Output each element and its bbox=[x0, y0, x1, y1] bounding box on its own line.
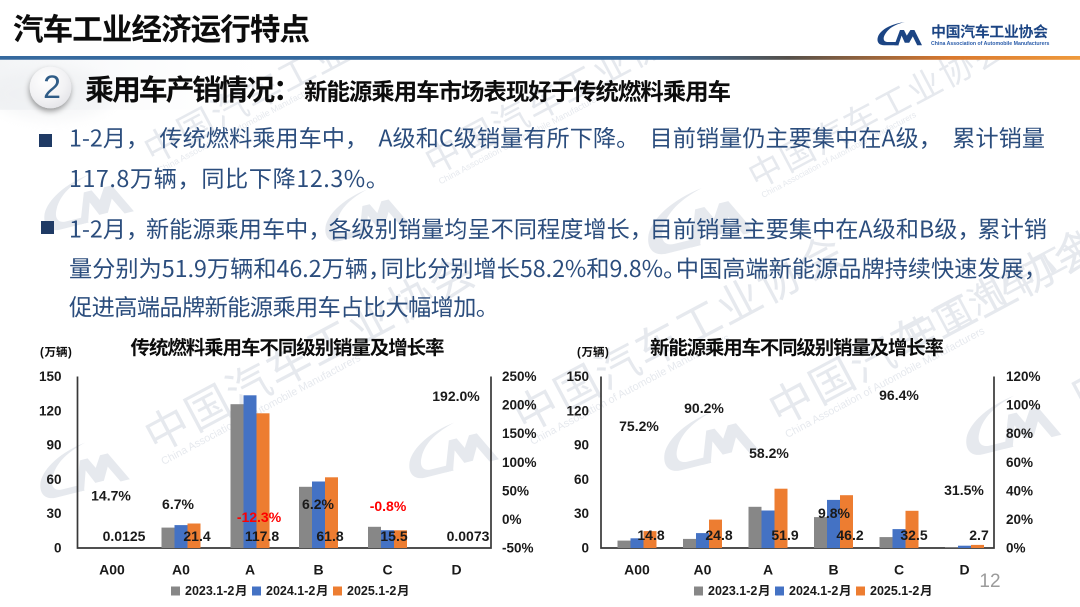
svg-text:40%: 40% bbox=[1006, 483, 1033, 498]
svg-text:-12.3%: -12.3% bbox=[237, 509, 282, 525]
svg-text:A00: A00 bbox=[624, 562, 650, 578]
svg-text:B: B bbox=[313, 562, 323, 578]
svg-text:A: A bbox=[245, 562, 255, 578]
svg-text:0.0125: 0.0125 bbox=[103, 528, 146, 544]
svg-text:80%: 80% bbox=[1006, 426, 1033, 441]
svg-text:0%: 0% bbox=[1006, 541, 1026, 556]
svg-text:117.8: 117.8 bbox=[245, 528, 279, 544]
svg-text:90: 90 bbox=[574, 438, 589, 453]
svg-text:90.2%: 90.2% bbox=[684, 400, 724, 416]
svg-text:China Association of Automobil: China Association of Automobile Manufact… bbox=[931, 41, 1049, 47]
svg-text:A0: A0 bbox=[694, 562, 712, 578]
svg-text:0.0073: 0.0073 bbox=[447, 528, 490, 544]
svg-text:120: 120 bbox=[566, 403, 589, 418]
svg-text:9.8%: 9.8% bbox=[818, 505, 850, 521]
svg-text:14.7%: 14.7% bbox=[91, 488, 131, 504]
svg-text:51.9: 51.9 bbox=[771, 527, 798, 543]
svg-text:50%: 50% bbox=[502, 483, 529, 498]
svg-text:120: 120 bbox=[39, 403, 62, 418]
svg-text:6.7%: 6.7% bbox=[162, 496, 194, 512]
svg-text:21.4: 21.4 bbox=[183, 528, 210, 544]
svg-text:0: 0 bbox=[581, 541, 589, 556]
svg-text:(: ( bbox=[40, 347, 44, 359]
svg-text:D: D bbox=[451, 562, 461, 578]
svg-text:(: ( bbox=[577, 347, 581, 359]
svg-text:61.8: 61.8 bbox=[316, 528, 343, 544]
svg-text:A0: A0 bbox=[172, 562, 190, 578]
svg-text:60: 60 bbox=[46, 472, 61, 487]
svg-text:0: 0 bbox=[54, 541, 62, 556]
svg-text:C: C bbox=[894, 562, 904, 578]
svg-text:6.2%: 6.2% bbox=[302, 496, 334, 512]
svg-text:120%: 120% bbox=[1006, 369, 1041, 384]
svg-text:100%: 100% bbox=[1006, 398, 1041, 413]
svg-text:D: D bbox=[959, 562, 969, 578]
svg-text:-0.8%: -0.8% bbox=[370, 498, 407, 514]
svg-text:12: 12 bbox=[979, 571, 1000, 592]
svg-text:250%: 250% bbox=[502, 369, 537, 384]
svg-text:192.0%: 192.0% bbox=[432, 388, 480, 404]
svg-text:75.2%: 75.2% bbox=[619, 418, 659, 434]
svg-text:15.5: 15.5 bbox=[380, 528, 407, 544]
svg-text:30: 30 bbox=[46, 506, 61, 521]
svg-text:B: B bbox=[828, 562, 838, 578]
svg-text:30: 30 bbox=[574, 506, 589, 521]
svg-text:90: 90 bbox=[46, 438, 61, 453]
svg-text:0%: 0% bbox=[502, 512, 522, 527]
svg-text:100%: 100% bbox=[502, 455, 537, 470]
svg-text:200%: 200% bbox=[502, 398, 537, 413]
svg-text:150: 150 bbox=[566, 369, 589, 384]
svg-text:2025.1-2: 2025.1-2 bbox=[870, 584, 919, 598]
svg-text:2023.1-2: 2023.1-2 bbox=[185, 584, 234, 598]
svg-text:): ) bbox=[68, 347, 72, 359]
svg-text:2024.1-2: 2024.1-2 bbox=[266, 584, 315, 598]
svg-text:A00: A00 bbox=[99, 562, 125, 578]
svg-text:32.5: 32.5 bbox=[900, 527, 927, 543]
svg-text:-50%: -50% bbox=[502, 541, 534, 556]
svg-text:C: C bbox=[382, 562, 392, 578]
svg-text:14.8: 14.8 bbox=[637, 527, 664, 543]
svg-text:96.4%: 96.4% bbox=[879, 387, 919, 403]
svg-text:2023.1-2: 2023.1-2 bbox=[708, 584, 757, 598]
svg-text:A: A bbox=[763, 562, 773, 578]
svg-text:2.7: 2.7 bbox=[969, 527, 989, 543]
svg-text:150: 150 bbox=[39, 369, 62, 384]
svg-text:58.2%: 58.2% bbox=[749, 445, 789, 461]
svg-text:2024.1-2: 2024.1-2 bbox=[789, 584, 838, 598]
svg-text:60: 60 bbox=[574, 472, 589, 487]
svg-text:150%: 150% bbox=[502, 426, 537, 441]
svg-text:2025.1-2: 2025.1-2 bbox=[347, 584, 396, 598]
svg-text:60%: 60% bbox=[1006, 455, 1033, 470]
svg-text:20%: 20% bbox=[1006, 512, 1033, 527]
svg-text:31.5%: 31.5% bbox=[944, 482, 984, 498]
svg-text:24.8: 24.8 bbox=[705, 527, 732, 543]
svg-text:46.2: 46.2 bbox=[836, 527, 863, 543]
svg-text:): ) bbox=[605, 347, 609, 359]
svg-text:2: 2 bbox=[43, 69, 61, 105]
